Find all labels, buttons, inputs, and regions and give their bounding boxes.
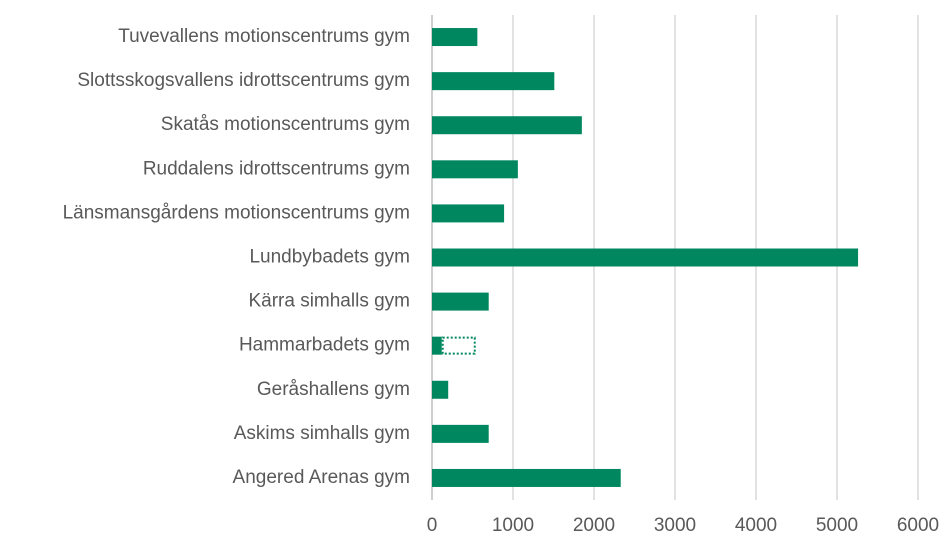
y-tick-label: Ruddalens idrottscentrums gym xyxy=(143,158,410,179)
y-tick-label: Angered Arenas gym xyxy=(233,467,410,488)
x-tick-label: 1000 xyxy=(492,515,534,536)
bar xyxy=(432,292,489,311)
y-tick-label: Slottsskogsvallens idrottscentrums gym xyxy=(77,70,410,91)
x-tick-label: 5000 xyxy=(816,515,858,536)
x-tick-label: 2000 xyxy=(573,515,615,536)
y-tick-label: Tuvevallens motionscentrums gym xyxy=(118,26,410,47)
bar xyxy=(432,116,582,135)
y-tick-label: Kärra simhalls gym xyxy=(248,291,410,312)
bar xyxy=(432,380,449,399)
x-tick-label: 4000 xyxy=(735,515,777,536)
x-tick-label: 3000 xyxy=(654,515,696,536)
bar xyxy=(432,424,489,443)
y-tick-label: Skatås motionscentrums gym xyxy=(161,114,410,135)
y-tick-label: Askims simhalls gym xyxy=(234,423,410,444)
bar xyxy=(432,204,505,223)
y-tick-label: Lundbybadets gym xyxy=(249,247,410,268)
y-tick-label: Hammarbadets gym xyxy=(239,335,410,356)
bar xyxy=(432,468,621,487)
bar xyxy=(432,248,859,267)
bar xyxy=(432,28,478,47)
x-tick-label: 6000 xyxy=(897,515,939,536)
bar xyxy=(432,160,518,179)
bar xyxy=(441,336,476,355)
bar xyxy=(432,336,442,355)
bar xyxy=(432,72,555,91)
y-tick-label: Länsmansgårdens motionscentrums gym xyxy=(63,202,410,223)
y-tick-label: Geråshallens gym xyxy=(257,379,410,400)
x-tick-label: 0 xyxy=(427,515,438,536)
